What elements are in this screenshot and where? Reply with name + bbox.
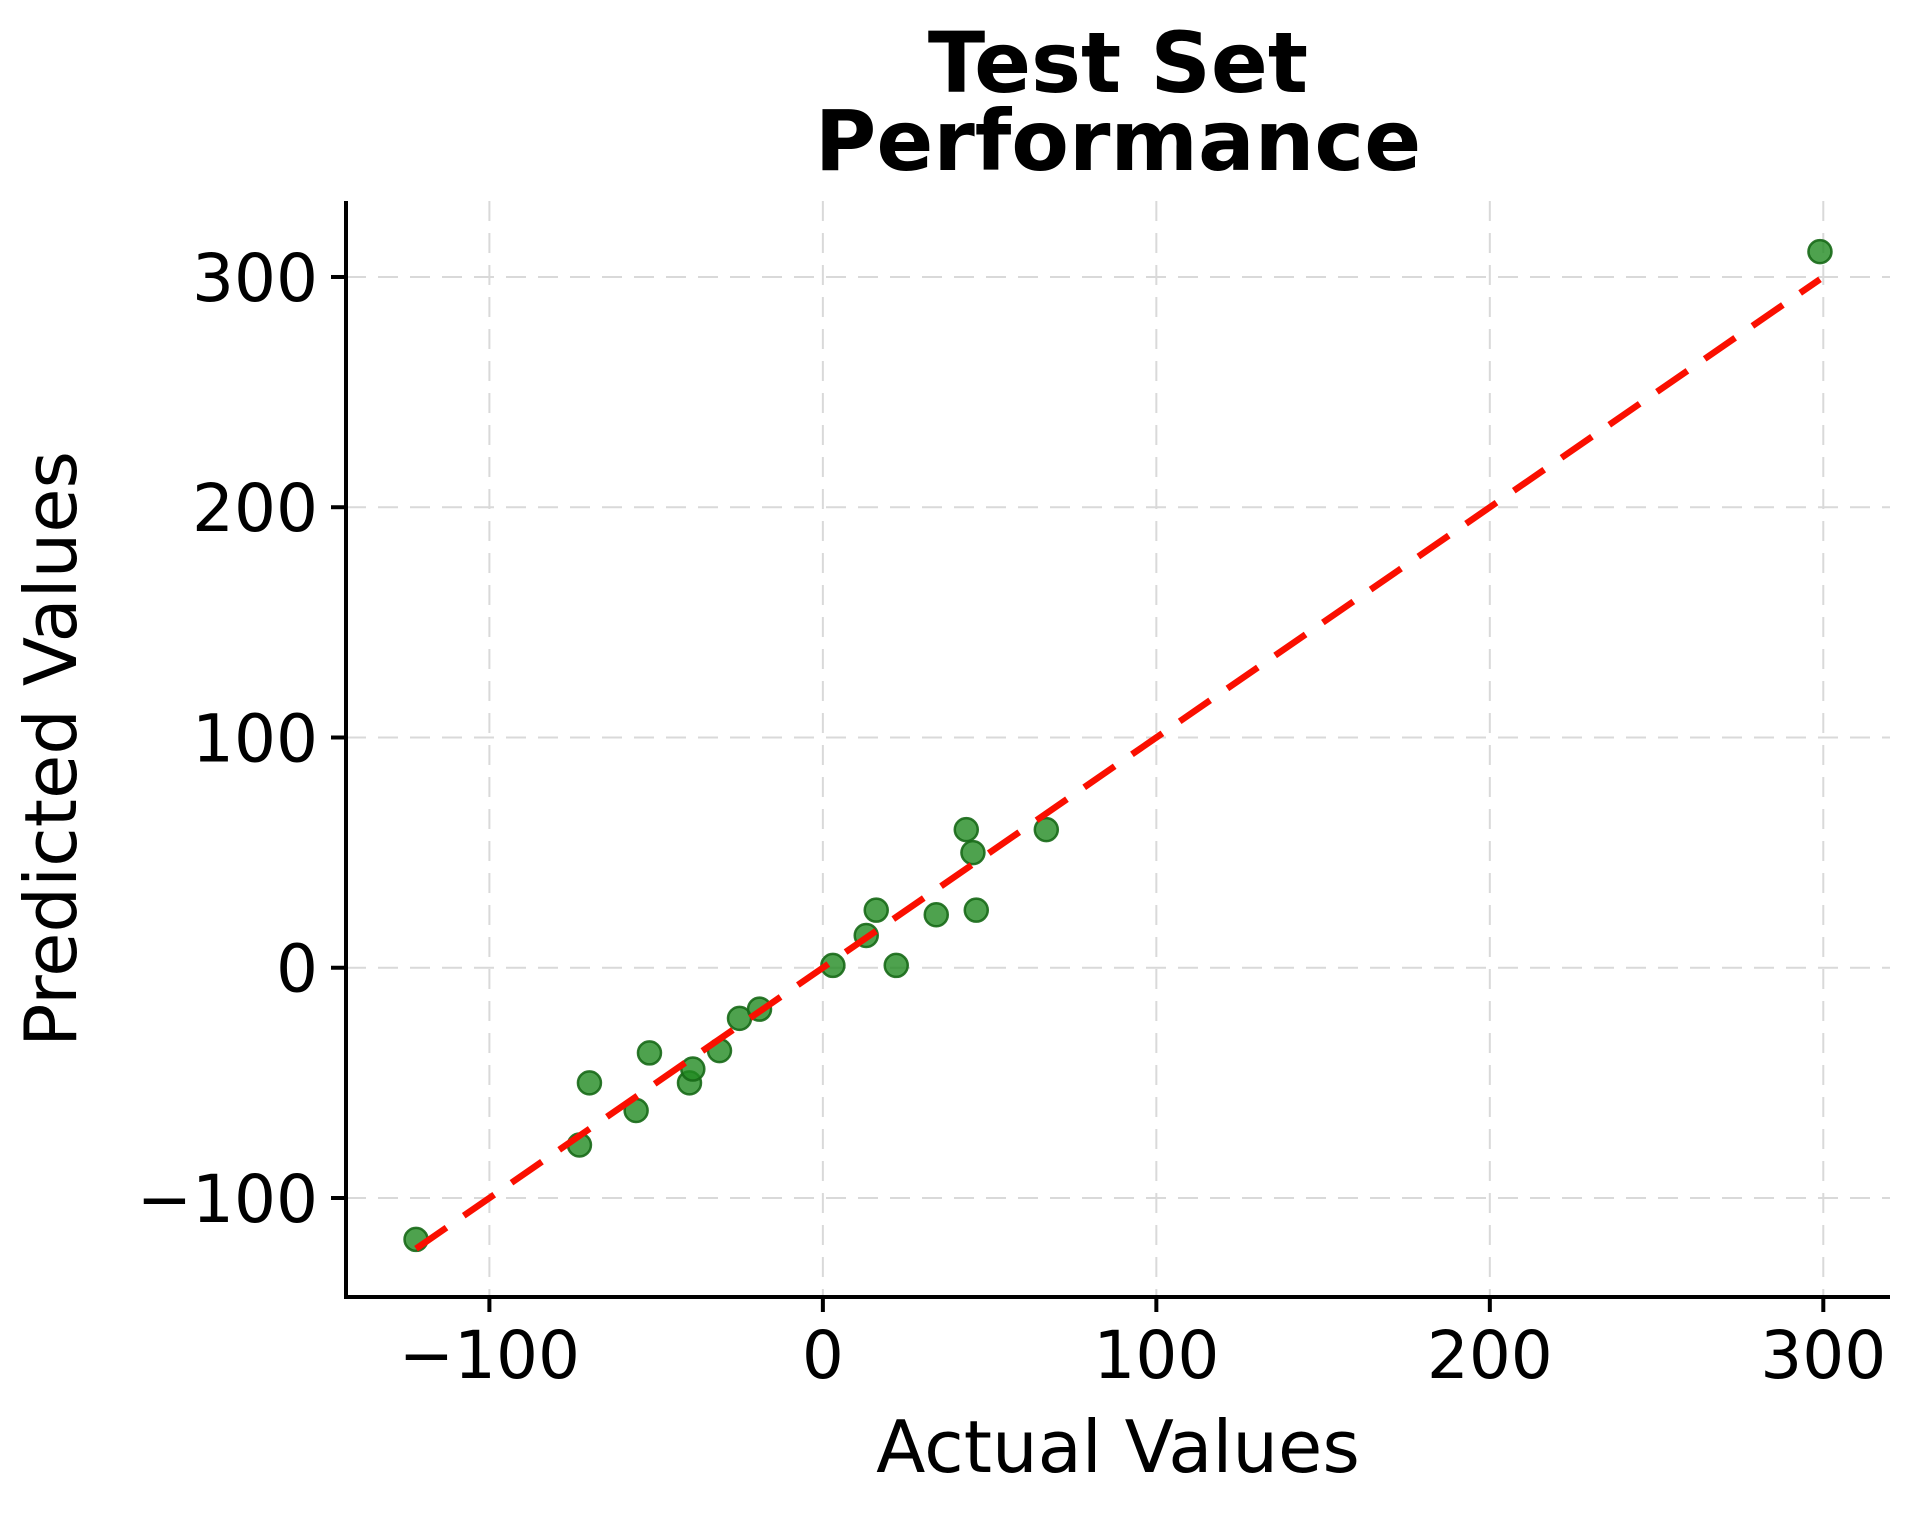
scatter-point (680, 1056, 706, 1082)
x-axis-label: Actual Values (876, 1405, 1360, 1489)
scatter-point (576, 1070, 603, 1096)
y-axis-label: Predicted Values (9, 451, 93, 1047)
x-tick-labels: −100 0 100 200 300 (399, 1317, 1887, 1394)
x-tick-label: 0 (802, 1317, 844, 1394)
gridlines (346, 201, 1890, 1297)
tick-marks (331, 274, 1826, 1312)
scatter-point (1807, 238, 1833, 265)
x-tick-label: −100 (399, 1317, 580, 1394)
scatter-point (636, 1040, 663, 1066)
y-tick-label: 100 (192, 700, 318, 777)
x-tick-label: 100 (1093, 1317, 1219, 1394)
y-tick-label: 0 (276, 931, 318, 1008)
scatter-point (963, 897, 990, 923)
y-tick-label: 200 (192, 470, 318, 547)
x-tick-label: 200 (1427, 1317, 1553, 1394)
y-tick-label: 300 (192, 240, 318, 317)
y-tick-labels: −100 0 100 200 300 (137, 240, 318, 1238)
scatter-point (883, 952, 909, 979)
axes-spines (344, 201, 1890, 1299)
x-tick-label: 300 (1760, 1317, 1886, 1394)
scatter-point (863, 897, 889, 923)
y-tick-label: −100 (137, 1161, 318, 1238)
scatter-points (403, 238, 1833, 1253)
scatter-point (1033, 816, 1060, 843)
chart-title-line-1: Test Set (928, 14, 1308, 112)
regression-reference-line (414, 276, 1822, 1252)
scatter-point (960, 839, 986, 866)
chart-title-line-2: Performance (815, 92, 1421, 190)
scatter-point (923, 902, 950, 928)
identity-line (414, 276, 1822, 1252)
scatter-point (953, 816, 980, 843)
